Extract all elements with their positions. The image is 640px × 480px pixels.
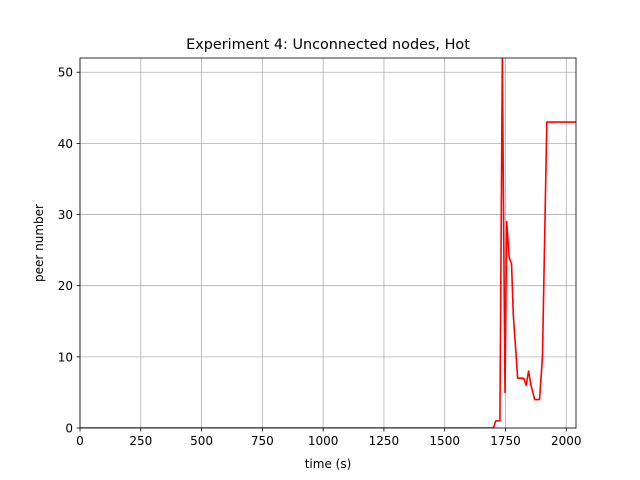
y-tick-label: 20 <box>58 279 73 293</box>
x-tick-label: 1750 <box>490 434 521 448</box>
x-tick-label: 0 <box>76 434 84 448</box>
y-tick-label: 40 <box>58 137 73 151</box>
x-tick-label: 2000 <box>551 434 582 448</box>
x-tick-label: 500 <box>190 434 213 448</box>
y-tick-label: 30 <box>58 208 73 222</box>
x-axis-label: time (s) <box>305 457 352 471</box>
series-layer <box>80 58 576 428</box>
ticks: 0 250 500 750 1000 1250 1500 1750 2000 0 10 20 30 40 5… <box>58 66 582 448</box>
grid <box>79 58 576 429</box>
y-tick-label: 0 <box>65 422 73 436</box>
y-axis-label: peer number <box>32 204 46 282</box>
x-tick-label: 250 <box>129 434 152 448</box>
series-line <box>80 58 576 428</box>
x-tick-label: 1000 <box>308 434 339 448</box>
y-tick-label: 10 <box>58 350 73 364</box>
plot-frame <box>79 57 577 429</box>
x-tick-label: 750 <box>251 434 274 448</box>
x-tick-label: 1500 <box>429 434 460 448</box>
x-tick-label: 1250 <box>369 434 400 448</box>
y-tick-label: 50 <box>58 66 73 80</box>
chart-title: Experiment 4: Unconnected nodes, Hot <box>186 37 470 53</box>
